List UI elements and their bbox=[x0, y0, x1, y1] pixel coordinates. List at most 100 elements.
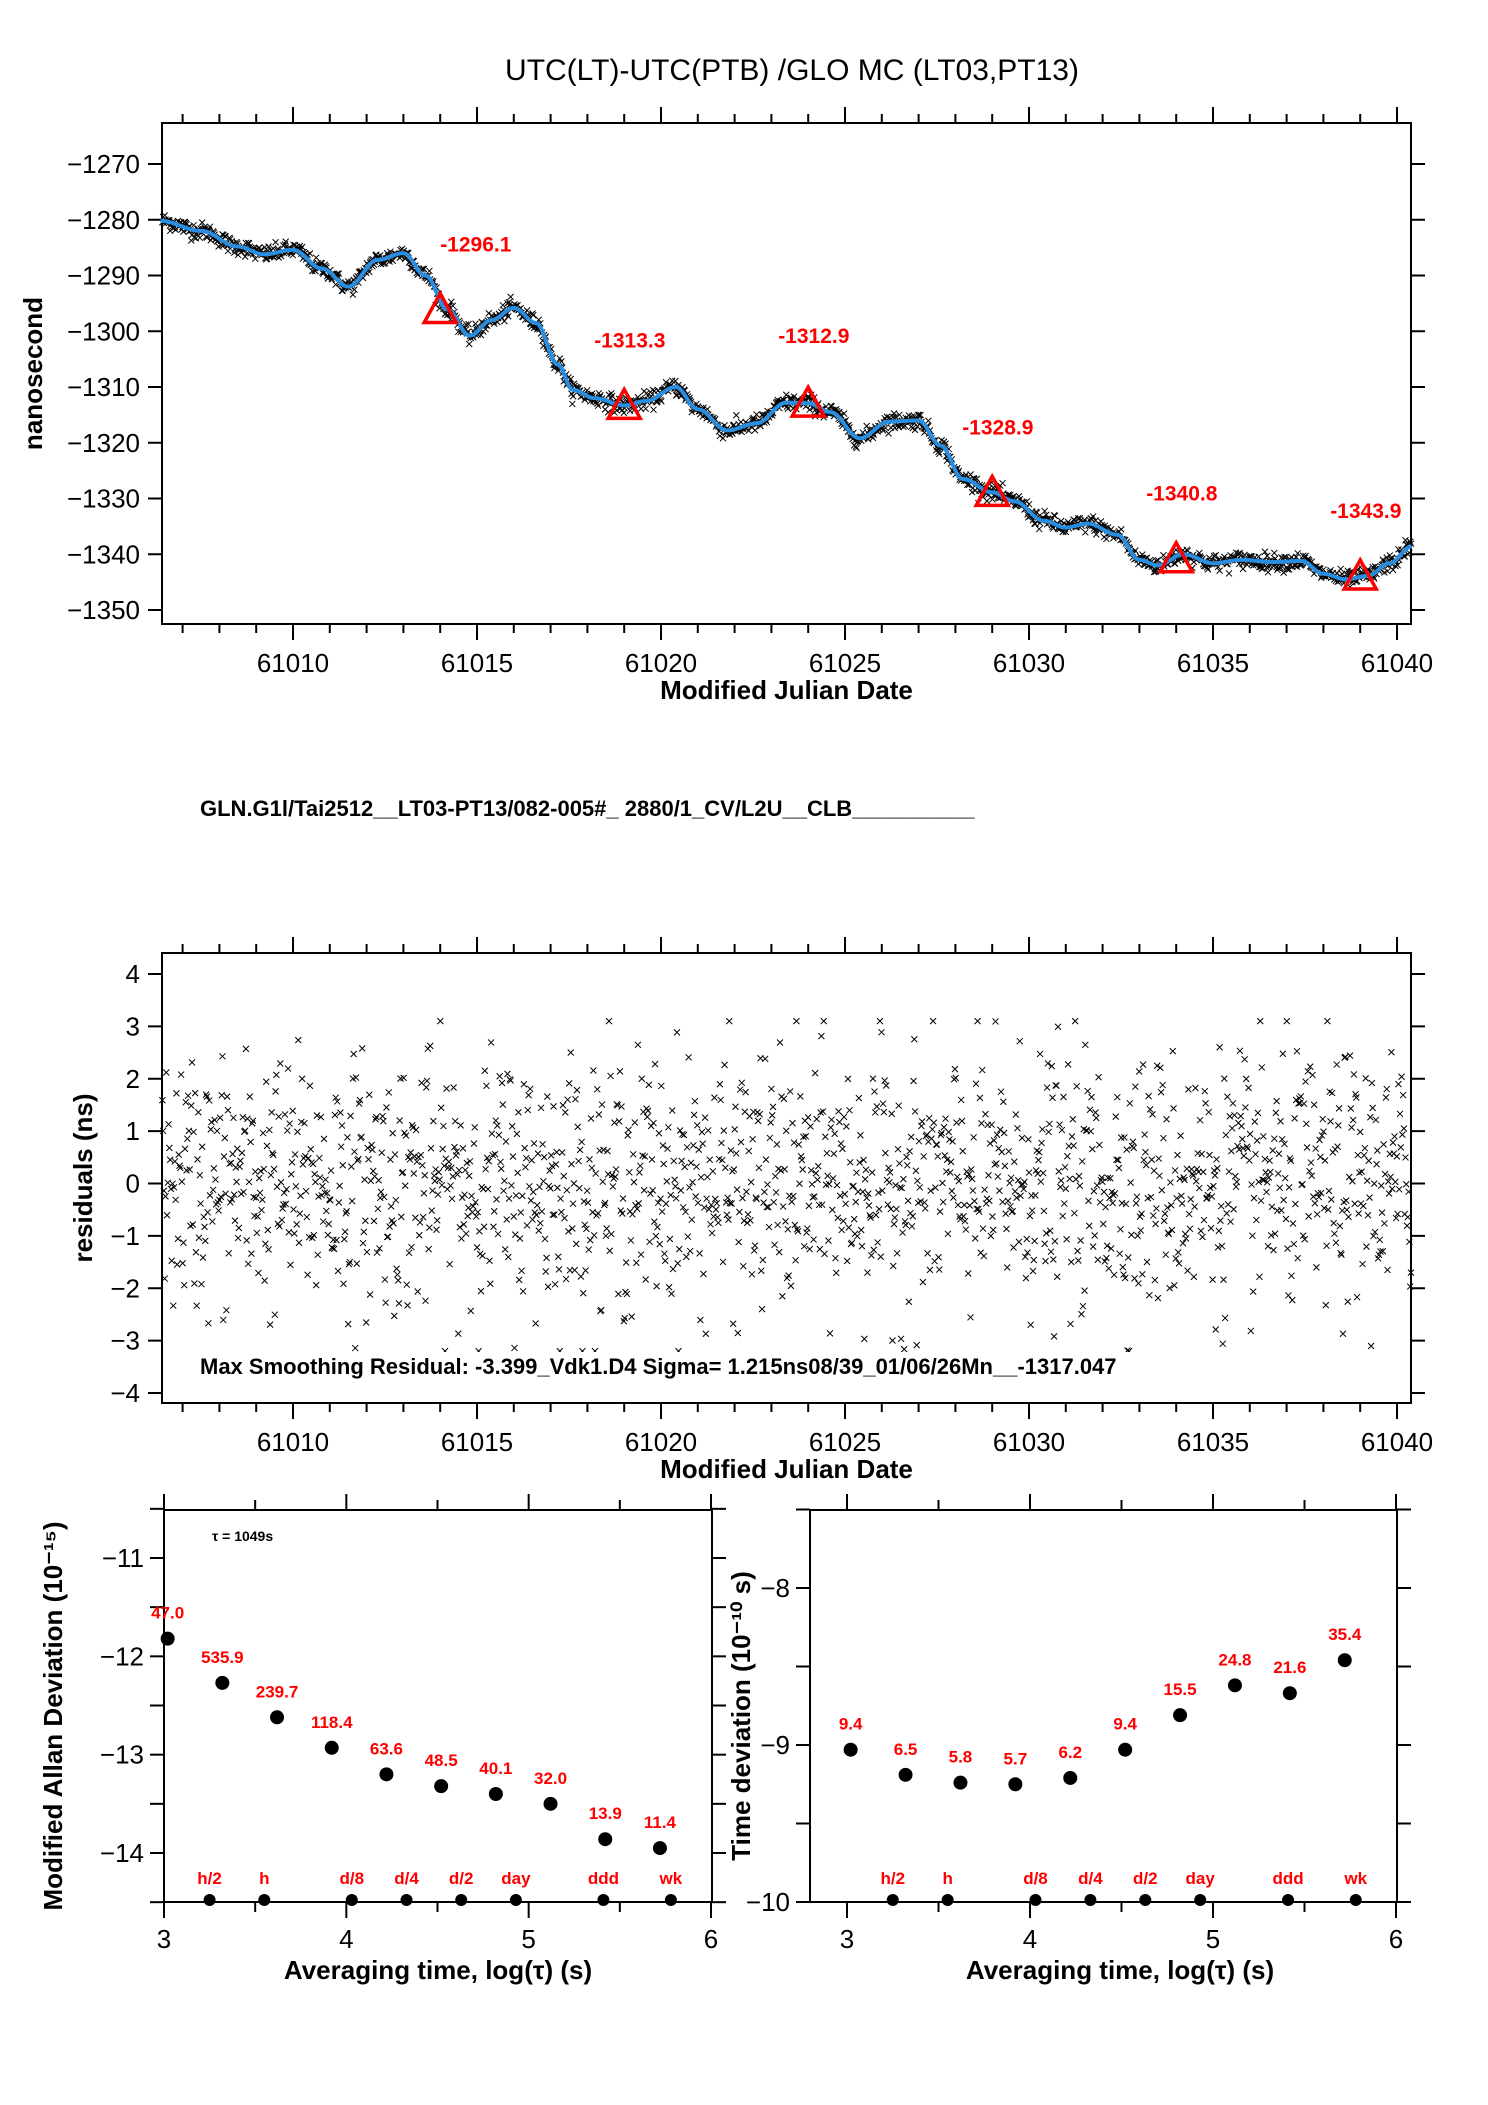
residual-point bbox=[631, 1119, 639, 1126]
residual-point bbox=[1397, 1144, 1405, 1151]
residual-point bbox=[1280, 1196, 1288, 1204]
residual-point bbox=[587, 1115, 595, 1122]
residual-point bbox=[250, 1193, 258, 1201]
residual-point bbox=[717, 1096, 725, 1104]
residual-point bbox=[512, 1192, 520, 1199]
residual-point bbox=[1291, 1114, 1298, 1122]
residual-point bbox=[861, 1175, 869, 1183]
residual-point bbox=[351, 1344, 359, 1352]
residual-point bbox=[1046, 1227, 1054, 1235]
residual-point bbox=[842, 1200, 849, 1208]
residual-point bbox=[933, 1141, 941, 1149]
data-point bbox=[898, 1767, 913, 1782]
y-tick-label: −1 bbox=[110, 1221, 140, 1251]
residual-point bbox=[1343, 1206, 1351, 1214]
residual-point bbox=[565, 1228, 572, 1235]
y-tick-label: −14 bbox=[100, 1838, 144, 1868]
measurement-point bbox=[477, 331, 485, 339]
residual-point bbox=[565, 1080, 573, 1087]
residual-point bbox=[1344, 1298, 1352, 1306]
measurement-point bbox=[1025, 500, 1033, 508]
residual-point bbox=[1405, 1188, 1412, 1196]
residual-point bbox=[163, 1211, 171, 1219]
residual-point bbox=[843, 1257, 851, 1265]
residual-point bbox=[743, 1188, 750, 1196]
residual-point bbox=[1247, 1327, 1255, 1335]
residual-point bbox=[408, 1121, 416, 1129]
residual-point bbox=[316, 1174, 324, 1181]
residual-point bbox=[1302, 1078, 1309, 1085]
measurement-point bbox=[885, 430, 892, 437]
residual-point bbox=[798, 1156, 806, 1164]
residual-point bbox=[859, 1188, 867, 1196]
residual-point bbox=[377, 1188, 385, 1196]
residual-point bbox=[781, 1165, 789, 1173]
residual-point bbox=[532, 1320, 539, 1327]
residual-point bbox=[658, 1208, 666, 1215]
residual-point bbox=[651, 1060, 659, 1068]
residual-point bbox=[758, 1305, 766, 1313]
residual-point bbox=[800, 1133, 807, 1141]
residual-point bbox=[517, 1209, 525, 1216]
residual-point bbox=[459, 1144, 467, 1152]
residual-point bbox=[401, 1182, 409, 1190]
measurement-point bbox=[190, 221, 197, 229]
residual-point bbox=[870, 1246, 878, 1254]
residual-point bbox=[1061, 1163, 1069, 1171]
residual-point bbox=[536, 1219, 544, 1227]
residual-point bbox=[721, 1164, 729, 1172]
residual-point bbox=[570, 1180, 578, 1187]
measurement-point bbox=[1041, 507, 1049, 515]
residual-point bbox=[986, 1140, 994, 1147]
residual-point bbox=[769, 1103, 777, 1111]
residual-point bbox=[1351, 1200, 1359, 1208]
residual-point bbox=[526, 1085, 534, 1093]
data-point bbox=[1008, 1777, 1023, 1792]
period-marker-label: ddd bbox=[588, 1869, 619, 1888]
residual-point bbox=[985, 1171, 992, 1179]
residual-point bbox=[202, 1091, 210, 1098]
residual-point bbox=[964, 1270, 972, 1277]
residual-point bbox=[1093, 1182, 1101, 1189]
residual-point bbox=[1062, 1185, 1070, 1193]
residual-point bbox=[1265, 1174, 1273, 1181]
residual-point bbox=[199, 1254, 207, 1261]
residual-point bbox=[1020, 1185, 1027, 1193]
residual-point bbox=[1311, 1199, 1319, 1207]
residual-point bbox=[469, 1202, 477, 1210]
residual-point bbox=[1392, 1214, 1400, 1222]
residual-point bbox=[864, 1269, 871, 1277]
residual-point bbox=[1402, 1180, 1410, 1188]
residual-point bbox=[829, 1175, 837, 1182]
residual-point bbox=[706, 1156, 714, 1164]
residual-point bbox=[387, 1203, 395, 1210]
residual-point bbox=[1121, 1134, 1128, 1141]
residual-point bbox=[1381, 1170, 1389, 1178]
residual-point bbox=[770, 1198, 778, 1206]
residual-point bbox=[1117, 1225, 1124, 1233]
residual-point bbox=[1349, 1116, 1357, 1124]
residual-point bbox=[1261, 1155, 1269, 1163]
residual-point bbox=[1327, 1118, 1334, 1125]
residual-point bbox=[703, 1195, 710, 1203]
residual-point bbox=[853, 1169, 860, 1177]
residual-point bbox=[936, 1208, 944, 1215]
residual-point bbox=[1398, 1131, 1406, 1138]
residual-point bbox=[1235, 1146, 1243, 1153]
residual-point bbox=[917, 1198, 924, 1205]
residual-point bbox=[682, 1208, 689, 1216]
residual-point bbox=[657, 1082, 665, 1090]
residual-point bbox=[1050, 1333, 1058, 1340]
residual-point bbox=[288, 1158, 296, 1166]
residual-point bbox=[1148, 1156, 1156, 1164]
residual-point bbox=[436, 1176, 443, 1183]
measurement-point bbox=[1153, 557, 1160, 565]
residual-point bbox=[828, 1206, 836, 1214]
residual-point bbox=[1242, 1075, 1250, 1083]
residual-point bbox=[889, 1337, 896, 1344]
residual-point bbox=[1236, 1047, 1244, 1055]
residual-point bbox=[1244, 1145, 1252, 1152]
residual-point bbox=[366, 1291, 374, 1299]
residual-point bbox=[672, 1194, 680, 1202]
measurement-point bbox=[222, 233, 229, 240]
